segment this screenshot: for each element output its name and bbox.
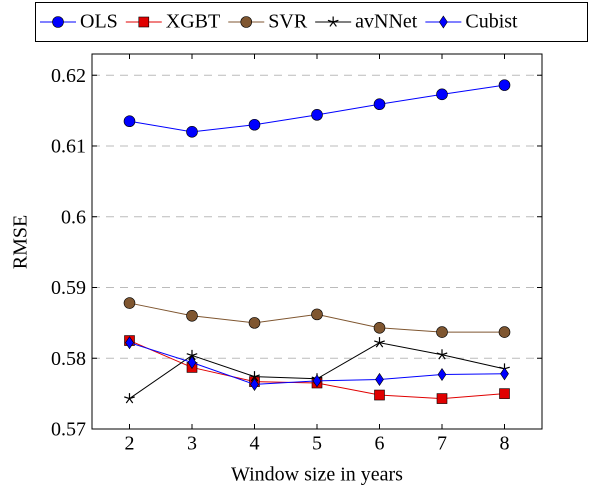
marker [436,349,448,360]
marker [123,115,136,128]
legend-label: avNNet [355,11,418,33]
legend-label: SVR [268,11,308,33]
marker [312,374,322,388]
marker [187,355,197,370]
marker [374,389,385,401]
marker [123,297,136,309]
x-tick-label: 4 [250,433,260,455]
x-tick-label: 3 [187,433,197,455]
marker [311,109,323,121]
marker [311,308,323,321]
marker [248,317,261,329]
marker [52,16,64,28]
marker [249,371,260,382]
marker [327,16,339,27]
marker [138,16,150,28]
marker [186,349,198,361]
y-tick-label: 0.6 [61,206,86,228]
marker [375,372,384,387]
y-tick-label: 0.59 [51,277,86,299]
marker [186,126,198,138]
legend-box [35,2,588,42]
y-tick-label: 0.57 [51,419,86,441]
marker [437,367,447,382]
series-line [129,342,505,399]
y-axis-label: RMSE [10,215,32,269]
marker [498,326,511,338]
marker [436,393,448,404]
y-tick-label: 0.58 [51,348,86,370]
x-tick-label: 2 [125,433,135,455]
x-tick-label: 5 [312,433,322,455]
x-tick-label: 7 [437,433,447,455]
marker [436,88,448,101]
marker [250,377,259,391]
plot-frame [91,53,543,430]
marker [373,98,386,111]
legend-label: XGBT [166,11,220,33]
marker [499,388,510,399]
marker [500,367,509,381]
series-line [129,84,505,133]
x-axis-label: Window size in years [231,464,403,486]
legend-label: OLS [80,11,118,33]
marker [240,16,253,28]
series-line [129,340,505,400]
marker [186,309,198,322]
y-tick-label: 0.62 [51,65,86,87]
marker [124,393,135,404]
x-tick-label: 6 [375,433,385,455]
marker [248,118,261,131]
marker [438,15,448,29]
marker [436,326,448,338]
x-tick-label: 8 [500,433,510,455]
legend-label: Cubist [465,11,518,33]
marker [374,337,385,348]
marker [373,322,386,334]
marker [125,336,134,350]
y-tick-label: 0.61 [51,136,86,158]
marker [498,79,511,91]
